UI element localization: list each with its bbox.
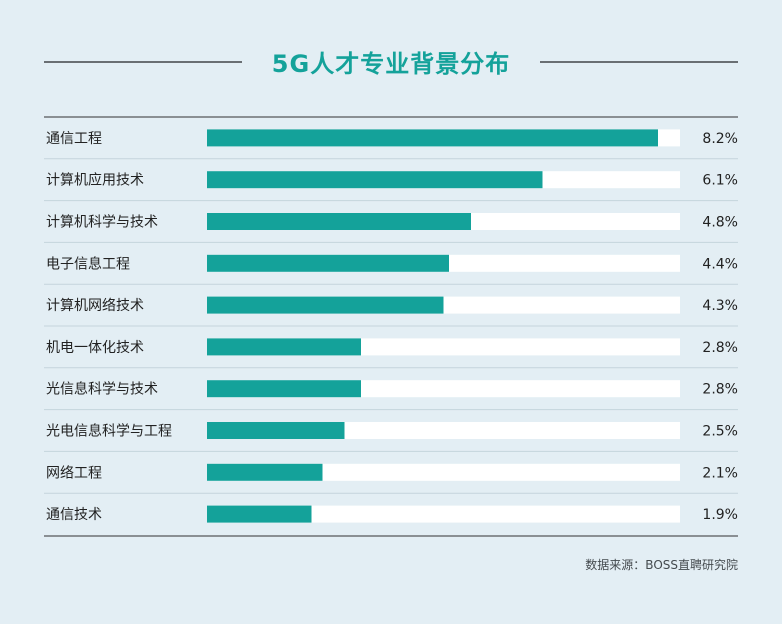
value-label: 2.1%	[702, 465, 738, 481]
category-label: 电子信息工程	[46, 255, 130, 272]
category-label: 计算机应用技术	[46, 172, 144, 189]
bar-track	[207, 463, 680, 481]
category-label: 机电一体化技术	[46, 340, 144, 356]
value-label: 2.8%	[702, 382, 738, 398]
category-label: 通信技术	[46, 507, 102, 523]
value-label: 2.5%	[702, 424, 738, 440]
value-label: 4.8%	[702, 215, 738, 231]
title-right-line	[540, 61, 738, 63]
value-label: 6.1%	[702, 173, 738, 189]
bar	[207, 422, 345, 439]
value-label: 2.8%	[702, 340, 738, 356]
category-label: 计算机网络技术	[46, 298, 144, 314]
bar	[207, 171, 543, 189]
bar-track	[207, 505, 680, 523]
bar	[207, 463, 323, 481]
top-rule	[44, 116, 738, 118]
value-label: 4.4%	[702, 256, 738, 272]
bar	[207, 296, 444, 314]
value-label: 1.9%	[702, 507, 738, 523]
value-label: 8.2%	[702, 131, 738, 147]
category-label: 通信工程	[46, 131, 102, 147]
bar	[207, 129, 658, 147]
category-label: 计算机科学与技术	[46, 215, 158, 231]
value-label: 4.3%	[702, 298, 738, 314]
category-label: 光电信息科学与工程	[46, 423, 172, 440]
category-label: 光信息科学与技术	[46, 381, 158, 398]
chart-title-row: 5G人才专业背景分布	[0, 40, 782, 84]
bottom-rule	[44, 535, 738, 537]
bar	[207, 254, 449, 272]
bar	[207, 505, 312, 523]
source-note: 数据来源：BOSS直聘研究院	[585, 558, 738, 572]
bar	[207, 380, 361, 398]
title-left-line	[44, 61, 242, 63]
category-label: 网络工程	[46, 465, 102, 481]
chart-title: 5G人才专业背景分布	[271, 50, 511, 78]
bar	[207, 338, 361, 356]
bar	[207, 213, 471, 230]
